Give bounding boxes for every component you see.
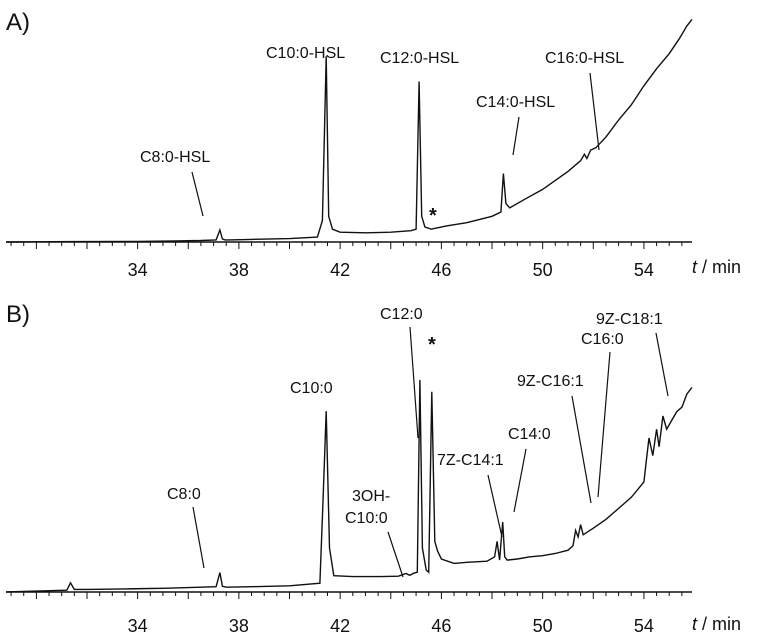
label-c16: C16:0 — [581, 331, 624, 348]
x-tick-label: 38 — [229, 616, 249, 636]
label-c10: C10:0 — [290, 380, 333, 397]
x-tick-label: 46 — [431, 260, 451, 280]
panel-a-xlabel: t / min — [692, 257, 741, 277]
panel-b-trace — [5, 379, 693, 593]
panel-a: A) 34 38 42 46 50 54 C8:0-HSL C10:0-HSL C12:0… — [5, 9, 741, 280]
x-tick-label: 42 — [330, 260, 350, 280]
label-c16-hsl: C16:0-HSL — [545, 50, 624, 67]
label-9z-c18-1: 9Z-C18:1 — [596, 311, 663, 328]
label-9z-c16-1: 9Z-C16:1 — [517, 373, 584, 390]
leader-9z-c18-1 — [655, 332, 669, 397]
label-c10-hsl: C10:0-HSL — [266, 45, 345, 62]
asterisk-b: * — [428, 334, 436, 356]
leader-c8 — [192, 506, 205, 569]
leader-c16 — [597, 351, 611, 498]
x-tick-label: 34 — [128, 616, 148, 636]
panel-a-trace — [5, 18, 693, 243]
label-c12: C12:0 — [380, 306, 423, 323]
panel-a-axis: 34 38 42 46 50 54 — [6, 241, 692, 280]
x-tick-label: 42 — [330, 616, 350, 636]
label-c8-hsl: C8:0-HSL — [140, 149, 210, 166]
x-tick-label: 34 — [128, 260, 148, 280]
label-c14: C14:0 — [508, 426, 551, 443]
x-tick-label: 46 — [431, 616, 451, 636]
x-tick-label: 50 — [533, 260, 553, 280]
leader-c8-hsl — [191, 171, 204, 217]
x-tick-label: 54 — [634, 260, 654, 280]
leader-c14-hsl — [512, 116, 520, 156]
label-3oh-c10: C10:0 — [345, 510, 388, 527]
label-c14-hsl: C14:0-HSL — [476, 94, 555, 111]
label-c12-hsl: C12:0-HSL — [380, 50, 459, 67]
panel-b-axis: 34 38 42 46 50 54 — [6, 591, 692, 636]
x-tick-label: 38 — [229, 260, 249, 280]
leader-c16-hsl — [589, 72, 600, 151]
label-3oh: 3OH- — [352, 488, 390, 505]
x-tick-label: 54 — [634, 616, 654, 636]
label-c8: C8:0 — [167, 486, 201, 503]
leader-3oh-c10 — [387, 531, 404, 578]
panel-a-label: A) — [6, 9, 30, 36]
leader-c12 — [409, 326, 419, 439]
label-7z-c14-1: 7Z-C14:1 — [437, 452, 504, 469]
asterisk-a: * — [429, 205, 437, 227]
x-tick-label: 50 — [533, 616, 553, 636]
leader-7z-c14-1 — [487, 474, 503, 538]
panel-b-label: B) — [6, 301, 30, 328]
panel-b-xlabel: t / min — [692, 614, 741, 634]
leader-9z-c16-1 — [571, 395, 592, 504]
leader-c14 — [513, 448, 527, 513]
panel-b: B) 34 38 42 46 50 54 C8:0 C10:0 C12:0 3OH- C1… — [5, 301, 741, 636]
